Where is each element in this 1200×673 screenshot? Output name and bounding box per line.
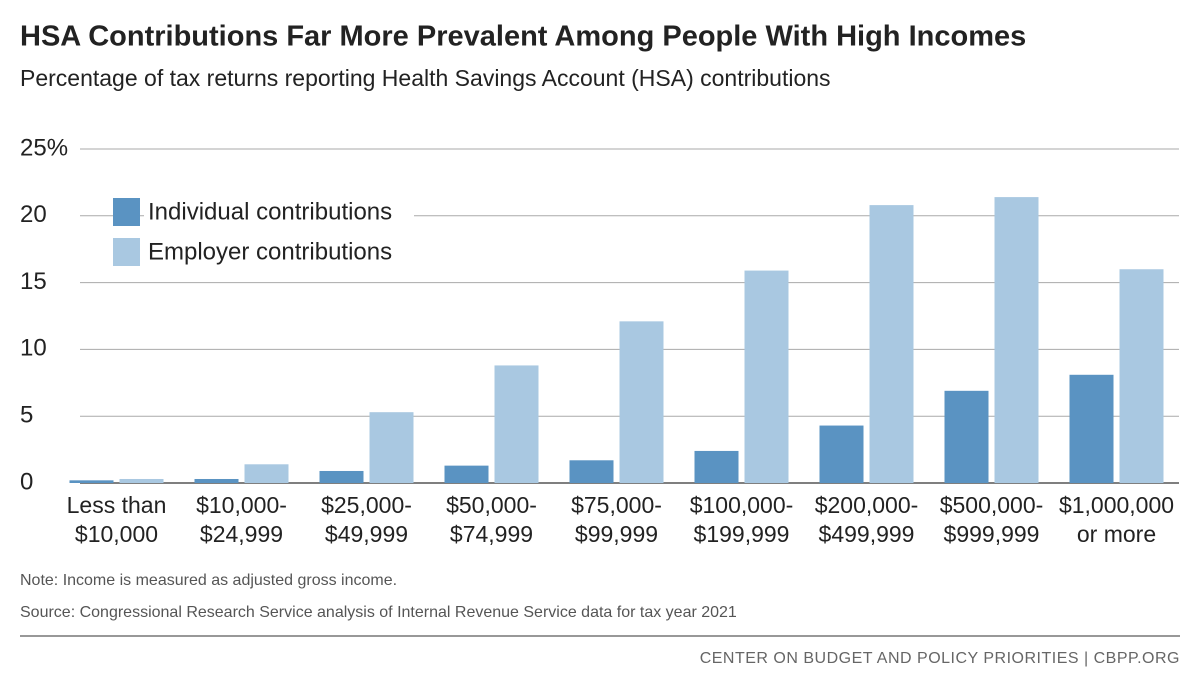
x-tick-label: Less than $10,000 [66,492,167,547]
bar [244,464,289,483]
bar [694,450,739,483]
y-tick-label: 20 [20,201,47,228]
bar [119,478,164,483]
y-tick-label: 15 [20,268,47,295]
x-tick-label: $200,000- $499,999 [814,492,919,547]
source: Source: Congressional Research Service a… [20,604,737,621]
legend-label: Employer contributions [148,238,392,265]
x-tick-label: $100,000- $199,999 [689,492,794,547]
bar [619,321,664,483]
y-tick-label: 5 [20,402,33,429]
y-tick-label: 25% [20,134,68,161]
bar [69,480,114,483]
bar [319,470,364,483]
bar [819,425,864,483]
bar [744,270,789,483]
y-tick-label: 10 [20,335,47,362]
note: Note: Income is measured as adjusted gro… [20,572,397,589]
bar [869,205,914,483]
legend-bg [144,196,414,228]
bar [569,460,614,483]
x-tick-label: $10,000- $24,999 [196,492,287,547]
chart-title: HSA Contributions Far More Prevalent Amo… [20,21,1026,53]
bar [194,478,239,483]
x-tick-label: $1,000,000 or more [1058,492,1175,547]
bar [494,365,539,483]
bar [369,412,414,483]
legend-swatch [113,238,140,266]
bar [944,390,989,483]
x-tick-label: $50,000- $74,999 [446,492,537,547]
x-tick-label: $25,000- $49,999 [321,492,412,547]
bar [1069,374,1114,483]
footer: CENTER ON BUDGET AND POLICY PRIORITIES |… [700,650,1180,667]
chart-subtitle: Percentage of tax returns reporting Heal… [20,65,831,91]
legend-bg [144,236,414,268]
x-tick-label: $75,000- $99,999 [571,492,662,547]
legend-swatch [113,198,140,226]
legend-label: Individual contributions [148,198,392,225]
x-tick-label: $500,000- $999,999 [939,492,1044,547]
bar [994,197,1039,483]
bar [444,465,489,483]
y-tick-label: 0 [20,468,33,495]
bar [1119,269,1164,483]
